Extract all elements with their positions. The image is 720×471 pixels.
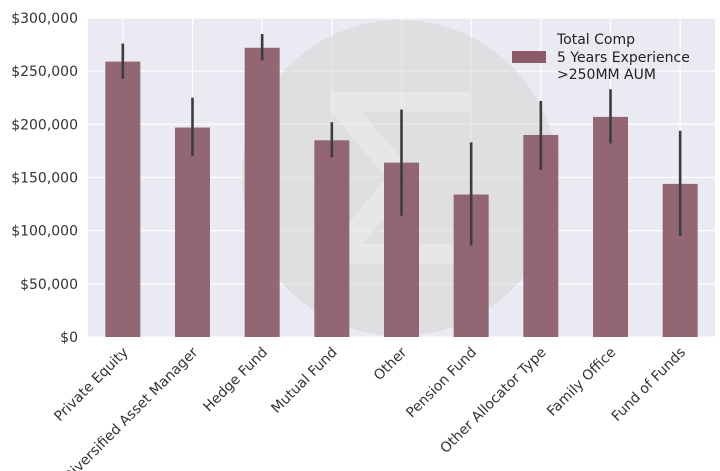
y-tick-label-3: $150,000 [11,171,78,187]
y-tick-label-5: $250,000 [11,64,78,80]
bar-2 [244,47,280,337]
error-bars [121,33,682,246]
bar-7 [593,116,628,337]
x-tick-label-3: Mutual Fund [268,345,340,417]
legend-line-1: Total Comp [556,32,635,48]
legend-swatch [512,51,546,63]
y-axis-ticks: $0 $50,000 $100,000 $150,000 $200,000 $250,00… [11,11,78,346]
y-tick-label-6: $300,000 [11,11,78,27]
legend-line-3: >250MM AUM [557,67,656,83]
x-tick-label-0: Private Equity [51,345,131,425]
legend-line-2: 5 Years Experience [557,50,690,66]
y-tick-label-0: $0 [60,330,78,346]
y-tick-label-1: $50,000 [20,277,78,293]
x-tick-label-7: Family Office [544,345,619,420]
x-tick-label-4: Other [371,344,411,384]
x-tick-label-2: Hedge Fund [200,345,271,416]
bar-3 [314,140,350,337]
x-tick-label-8: Fund of Funds [609,345,689,425]
bar-1 [175,127,210,337]
bar-0 [105,61,141,337]
x-tick-label-1: Diversified Asset Manager [60,344,201,471]
x-tick-label-5: Pension Fund [403,345,480,422]
legend: Total Comp 5 Years Experience >250MM AUM [512,32,690,83]
y-tick-label-4: $200,000 [11,117,78,133]
y-tick-label-2: $100,000 [11,224,78,240]
